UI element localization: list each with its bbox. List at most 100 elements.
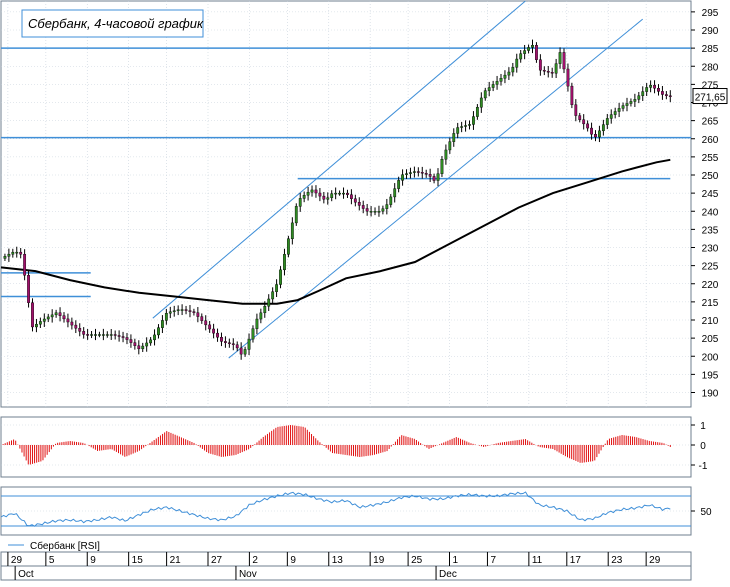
rsi-axis: 50 bbox=[691, 507, 712, 518]
price-tick-label: 250 bbox=[702, 171, 719, 182]
candle-body bbox=[125, 337, 129, 340]
price-tick-label: 265 bbox=[702, 117, 719, 128]
candle-body bbox=[578, 115, 582, 120]
candle-body bbox=[432, 176, 436, 181]
candle-body bbox=[322, 195, 326, 200]
candle-body bbox=[349, 194, 353, 199]
candle-body bbox=[538, 59, 542, 71]
candle-body bbox=[3, 256, 7, 259]
horizontal-levels bbox=[1, 47, 691, 298]
candle-body bbox=[231, 343, 235, 345]
month-tick-label: Dec bbox=[439, 569, 457, 580]
candle-body bbox=[255, 318, 259, 329]
candle-body bbox=[653, 84, 656, 89]
candle-body bbox=[168, 311, 172, 314]
price-tick-label: 245 bbox=[702, 189, 719, 200]
candle-body bbox=[133, 342, 137, 346]
candle-body bbox=[279, 269, 282, 285]
candle-body bbox=[582, 119, 586, 125]
candle-body bbox=[27, 275, 30, 303]
candle-body bbox=[267, 298, 271, 307]
candle-body bbox=[290, 222, 294, 240]
candle-body bbox=[495, 81, 499, 85]
candle-body bbox=[298, 198, 302, 207]
candle-body bbox=[164, 312, 168, 321]
candle-body bbox=[11, 251, 15, 255]
candle-body bbox=[145, 342, 149, 347]
price-tick-label: 220 bbox=[702, 280, 719, 291]
oscillator-tick-label: -1 bbox=[699, 461, 708, 472]
candle-body bbox=[117, 335, 121, 337]
candle-body bbox=[436, 173, 440, 181]
chart-title: Сбербанк, 4-часовой график bbox=[28, 16, 204, 31]
candle-body bbox=[7, 254, 11, 257]
candle-body bbox=[78, 327, 82, 332]
price-tick-label: 215 bbox=[702, 298, 719, 309]
candle-body bbox=[452, 133, 456, 142]
candle-body bbox=[641, 91, 645, 96]
candle-body bbox=[586, 123, 590, 129]
candle-body bbox=[397, 180, 401, 189]
candle-body bbox=[609, 114, 613, 119]
candle-body bbox=[62, 315, 66, 320]
oscillator-bars bbox=[2, 425, 671, 465]
candle-body bbox=[306, 191, 310, 196]
price-tick-label: 295 bbox=[702, 8, 719, 19]
candle-body bbox=[464, 125, 467, 127]
price-tick-label: 255 bbox=[702, 153, 719, 164]
price-tick-label: 190 bbox=[702, 389, 719, 400]
price-tick-label: 205 bbox=[702, 334, 719, 345]
candle-body bbox=[326, 197, 330, 200]
candle-body bbox=[220, 337, 223, 342]
candle-body bbox=[263, 306, 267, 314]
candle-body bbox=[633, 99, 637, 102]
candle-body bbox=[318, 192, 322, 197]
candle-body bbox=[519, 53, 523, 60]
candle-body bbox=[574, 104, 578, 116]
candle-body bbox=[54, 312, 58, 316]
rsi-legend: Сбербанк [RSI] bbox=[8, 540, 100, 552]
candle-body bbox=[90, 334, 93, 336]
candle-body bbox=[86, 334, 90, 336]
candle-body bbox=[369, 211, 373, 213]
day-tick-label: 27 bbox=[211, 555, 223, 566]
day-tick-label: 13 bbox=[332, 555, 344, 566]
candle-body bbox=[570, 85, 574, 105]
candle-body bbox=[235, 344, 239, 349]
candle-body bbox=[472, 116, 475, 125]
price-tick-label: 210 bbox=[702, 316, 719, 327]
candle-body bbox=[416, 171, 420, 173]
candle-body bbox=[554, 63, 558, 74]
price-tick-label: 285 bbox=[702, 44, 719, 55]
candle-body bbox=[365, 208, 369, 212]
candle-body bbox=[377, 211, 381, 213]
price-tick-label: 275 bbox=[702, 80, 719, 91]
candle-body bbox=[460, 126, 464, 128]
rsi-legend-label: Сбербанк [RSI] bbox=[30, 540, 100, 552]
candle-body bbox=[15, 251, 19, 254]
candle-body bbox=[149, 339, 153, 344]
price-plot-area[interactable] bbox=[0, 0, 692, 408]
candle-body bbox=[393, 188, 397, 198]
candle-body bbox=[649, 84, 653, 88]
oscillator-plot-area[interactable] bbox=[0, 416, 692, 478]
day-tick-label: 17 bbox=[570, 555, 582, 566]
candle-body bbox=[491, 84, 495, 88]
candle-body bbox=[157, 327, 160, 336]
candle-body bbox=[180, 309, 184, 311]
candle-body bbox=[137, 345, 141, 350]
candle-body bbox=[385, 204, 389, 209]
price-tick-label: 290 bbox=[702, 26, 719, 37]
candle-body bbox=[192, 311, 196, 313]
candle-body bbox=[428, 174, 432, 177]
trend-channel bbox=[152, 0, 644, 359]
candle-body bbox=[338, 192, 341, 195]
candle-body bbox=[440, 159, 444, 174]
candle-body bbox=[283, 254, 286, 271]
candle-body bbox=[46, 316, 50, 320]
candle-body bbox=[420, 172, 424, 174]
candle-body bbox=[558, 52, 562, 64]
trend-channel-line bbox=[152, 0, 526, 319]
